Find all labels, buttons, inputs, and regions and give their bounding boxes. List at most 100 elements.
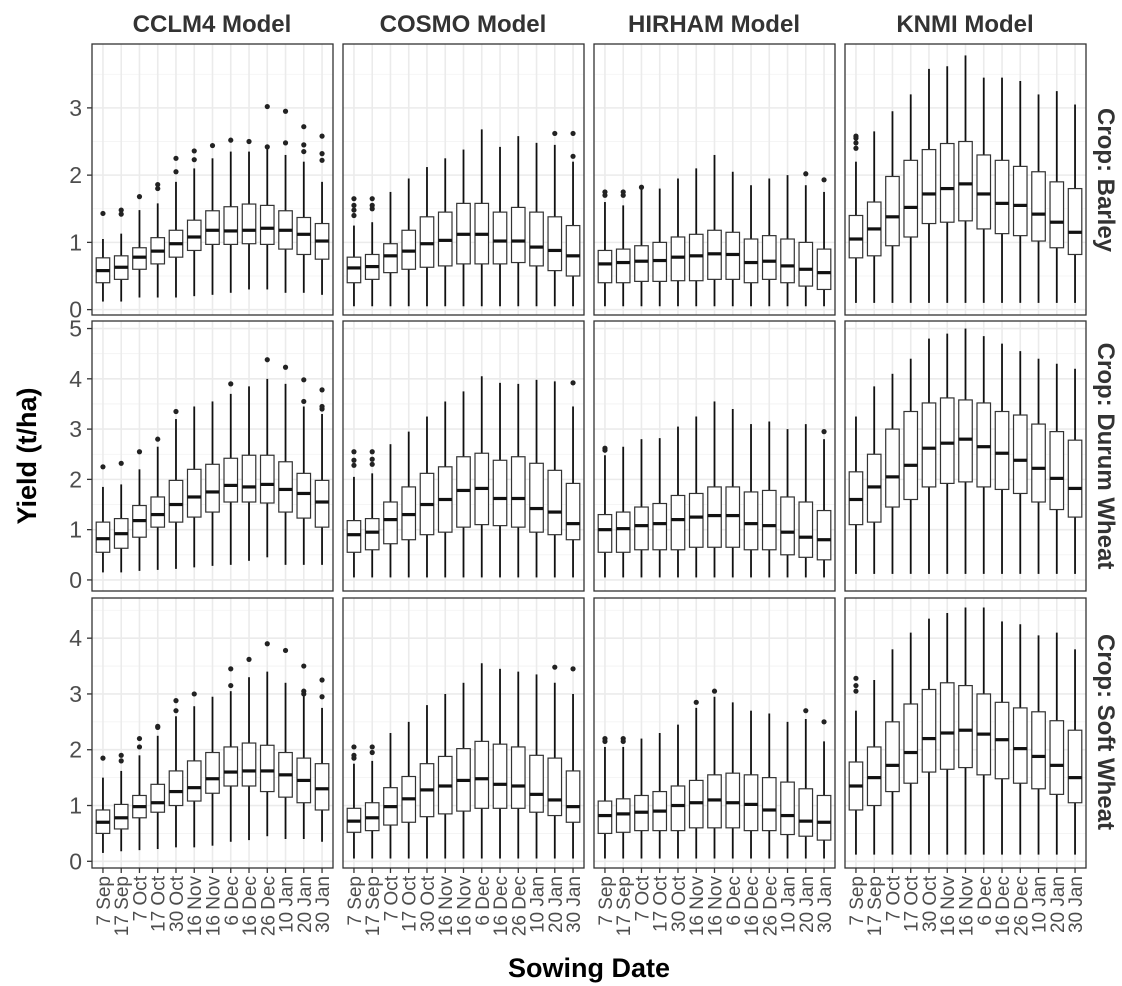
box-16-dec: [994, 77, 1010, 303]
iqr-box: [615, 511, 631, 553]
x-tick-label: 20 Jan: [1048, 876, 1069, 933]
x-tick-label: 10 Jan: [779, 876, 800, 933]
iqr-box: [241, 203, 257, 245]
y-tick-label: 3: [69, 681, 82, 707]
outlier-point: [301, 377, 307, 383]
panel-border: [342, 43, 585, 316]
outlier-point: [369, 749, 375, 756]
outlier-point: [282, 364, 289, 370]
box-30-oct: [168, 155, 184, 298]
iqr-box: [1049, 431, 1065, 511]
box-16-dec: [743, 185, 759, 307]
box-7-oct: [634, 738, 649, 859]
outlier-point: [351, 202, 357, 208]
panel-crop-durum-wheat-cosmo-model: [342, 320, 585, 592]
outlier-point: [821, 177, 827, 183]
iqr-box: [223, 206, 239, 245]
box-17-sep: [364, 449, 380, 578]
iqr-box: [205, 210, 220, 245]
box-30-jan: [565, 130, 581, 307]
outlier-point: [351, 212, 357, 219]
iqr-box: [634, 506, 649, 551]
outlier-point: [369, 449, 375, 455]
panel-crop-soft-wheat-cclm4-model: [91, 597, 334, 869]
outlier-point: [853, 133, 859, 139]
outlier-point: [711, 688, 718, 694]
x-tick-label: 26 Dec: [760, 876, 781, 936]
box-16-nov: [186, 691, 202, 848]
outlier-point: [264, 357, 270, 363]
outlier-point: [155, 181, 161, 188]
box-7-sep: [346, 744, 362, 859]
x-axis-title: Sowing Date: [508, 953, 670, 983]
x-tick-label: 16 Nov: [436, 876, 457, 937]
iqr-box: [994, 159, 1010, 235]
iqr-box: [670, 785, 686, 832]
iqr-box: [688, 233, 704, 282]
iqr-box: [346, 520, 362, 553]
y-tick-label: 4: [69, 625, 82, 651]
iqr-box: [761, 777, 777, 832]
iqr-box: [1031, 423, 1046, 503]
box-26-dec: [1012, 80, 1028, 303]
box-20-jan: [547, 130, 563, 307]
box-7-oct: [885, 649, 900, 855]
box-30-jan: [1067, 368, 1083, 574]
outlier-point: [319, 403, 325, 410]
box-6-dec: [725, 408, 741, 578]
box-16-nov: [437, 158, 453, 307]
box-20-jan: [296, 663, 312, 839]
iqr-box: [939, 682, 955, 770]
outlier-point: [173, 408, 179, 415]
x-tick-label: 30 Oct: [920, 875, 941, 932]
iqr-box: [492, 459, 508, 527]
outlier-point: [693, 699, 699, 705]
iqr-box: [510, 206, 526, 264]
x-tick-label: 17 Oct: [651, 875, 672, 932]
box-10-jan: [780, 175, 795, 307]
iqr-box: [615, 248, 631, 284]
panel-crop-durum-wheat-knmi-model: [844, 320, 1087, 592]
y-tick-label: 5: [69, 316, 82, 342]
box-6-dec: [223, 137, 239, 293]
outlier-point: [282, 647, 289, 654]
box-26-dec: [259, 357, 275, 558]
iqr-box: [1012, 707, 1028, 784]
iqr-box: [780, 496, 795, 556]
x-tick-label: 7 Oct: [130, 875, 151, 921]
panel-crop-barley-cclm4-model: [91, 43, 334, 316]
iqr-box: [186, 760, 202, 802]
box-30-oct: [419, 167, 435, 307]
box-7-oct: [885, 373, 900, 574]
iqr-box: [634, 245, 649, 282]
panel-border: [91, 43, 334, 316]
x-tick-label: 30 Oct: [167, 875, 188, 932]
iqr-box: [565, 224, 581, 277]
outlier-point: [602, 445, 608, 451]
x-tick-label: 7 Oct: [632, 875, 653, 921]
box-16-nov: [437, 401, 453, 578]
box-7-sep: [95, 464, 111, 573]
iqr-box: [547, 216, 563, 272]
iqr-box: [780, 781, 795, 836]
iqr-box: [529, 462, 544, 533]
box-20-jan: [296, 124, 312, 293]
box-6-dec: [976, 77, 992, 303]
iqr-box: [903, 703, 919, 784]
x-tick-label: 16 Nov: [706, 876, 727, 937]
box-26-dec: [1012, 351, 1028, 574]
box-16-dec: [241, 656, 257, 841]
iqr-box: [259, 454, 275, 504]
iqr-box: [547, 757, 563, 817]
row-title-durum-wheat: Crop: Durum Wheat: [1092, 343, 1119, 570]
row-title-barley: Crop: Barley: [1092, 108, 1119, 253]
box-16-nov: [205, 142, 220, 295]
y-tick-label: 2: [69, 162, 82, 188]
panel-border: [844, 320, 1087, 592]
panel-border: [593, 320, 836, 592]
panel-crop-soft-wheat-cosmo-model: [342, 597, 585, 869]
outlier-point: [602, 189, 608, 195]
iqr-box: [150, 783, 166, 813]
x-tick-label: 16 Dec: [240, 876, 261, 936]
